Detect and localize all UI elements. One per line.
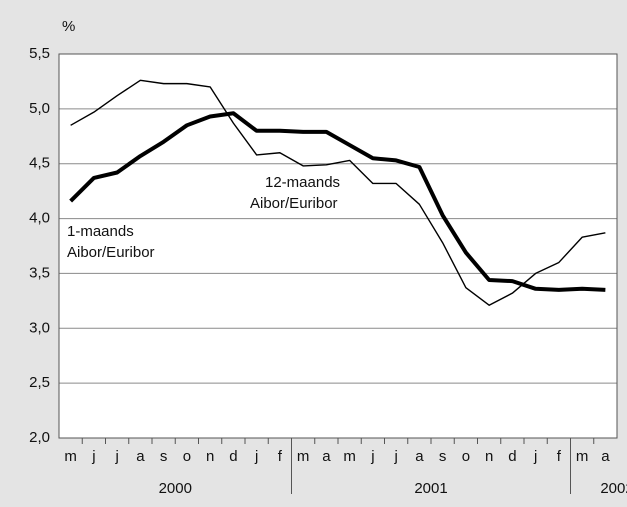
plot-area: [59, 54, 617, 438]
annotation: Aibor/Euribor: [67, 244, 155, 261]
x-tick-label: f: [278, 448, 283, 465]
y-tick-label: 3,0: [29, 319, 50, 336]
x-tick-label: n: [206, 448, 214, 465]
y-tick-label: 4,5: [29, 155, 50, 172]
y-tick-label: 2,0: [29, 429, 50, 446]
y-tick-label: 3,5: [29, 264, 50, 281]
x-tick-label: m: [64, 448, 77, 465]
x-tick-label: j: [393, 448, 397, 465]
year-label: 2001: [414, 480, 447, 497]
annotation: Aibor/Euribor: [250, 195, 338, 212]
x-tick-label: o: [183, 448, 191, 465]
series-line: [69, 111, 606, 292]
x-tick-label: a: [415, 448, 424, 465]
y-tick-label: 4,0: [29, 210, 50, 227]
x-tick-label: a: [601, 448, 610, 465]
series-line: [70, 79, 606, 306]
x-tick-label: n: [485, 448, 493, 465]
x-tick-label: j: [114, 448, 118, 465]
x-tick-label: s: [439, 448, 447, 465]
year-label: 2000: [159, 480, 192, 497]
x-tick-label: m: [343, 448, 356, 465]
x-tick-label: j: [91, 448, 95, 465]
x-tick-label: j: [370, 448, 374, 465]
y-tick-label: 5,0: [29, 100, 50, 117]
annotation: 12-maands: [265, 174, 340, 191]
x-tick-label: f: [557, 448, 562, 465]
x-tick-label: o: [462, 448, 470, 465]
x-tick-label: d: [229, 448, 237, 465]
x-tick-label: j: [254, 448, 258, 465]
x-tick-label: d: [508, 448, 516, 465]
y-tick-label: 2,5: [29, 374, 50, 391]
y-tick-label: 5,5: [29, 45, 50, 62]
x-tick-label: a: [322, 448, 331, 465]
y-unit: %: [62, 18, 75, 35]
x-tick-label: s: [160, 448, 168, 465]
x-tick-label: a: [136, 448, 145, 465]
year-label: 2002: [600, 480, 627, 497]
x-tick-label: m: [576, 448, 589, 465]
x-tick-label: m: [297, 448, 310, 465]
annotation: 1-maands: [67, 223, 134, 240]
x-tick-label: j: [533, 448, 537, 465]
